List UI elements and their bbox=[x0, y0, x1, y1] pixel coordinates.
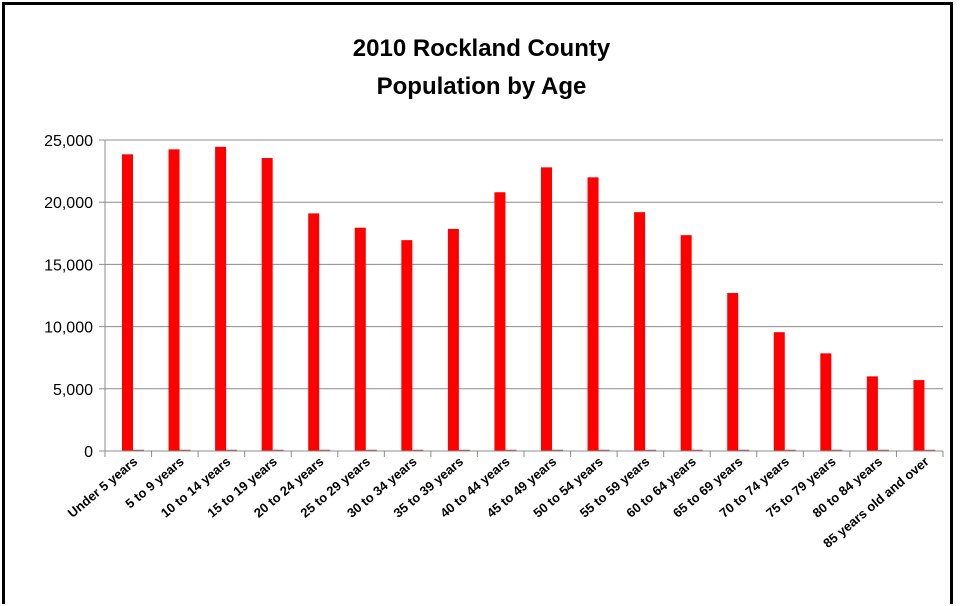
bar bbox=[272, 449, 284, 451]
bar bbox=[365, 449, 377, 451]
chart-title-line-1: 2010 Rockland County bbox=[352, 35, 611, 62]
bar bbox=[738, 449, 750, 451]
bar bbox=[727, 293, 739, 451]
bar bbox=[877, 449, 889, 451]
bar bbox=[133, 449, 144, 451]
bar bbox=[552, 449, 563, 451]
bar bbox=[866, 376, 878, 451]
bar bbox=[598, 449, 610, 451]
bar bbox=[319, 449, 331, 451]
bar bbox=[179, 449, 191, 451]
bar bbox=[354, 227, 366, 451]
bar bbox=[226, 449, 238, 451]
bar bbox=[691, 449, 703, 451]
y-tick-label: 5,000 bbox=[53, 382, 93, 399]
bar bbox=[401, 240, 413, 451]
chart-title: 2010 Rockland County Population by Age bbox=[0, 30, 963, 106]
bar bbox=[773, 332, 785, 451]
bar bbox=[447, 228, 459, 451]
bar bbox=[831, 449, 843, 451]
y-tick-label: 20,000 bbox=[44, 195, 93, 212]
bar bbox=[680, 235, 692, 451]
y-tick-label: 25,000 bbox=[44, 133, 93, 150]
bar bbox=[168, 149, 180, 451]
chart-title-line-2: Population by Age bbox=[376, 73, 587, 100]
bar bbox=[308, 213, 320, 451]
bar bbox=[541, 167, 552, 452]
bar bbox=[505, 449, 517, 451]
bar bbox=[122, 154, 133, 451]
x-tick-label: Under 5 years bbox=[65, 454, 141, 521]
bar bbox=[412, 449, 424, 451]
bar bbox=[634, 212, 646, 451]
y-tick-label: 10,000 bbox=[44, 320, 93, 337]
bar bbox=[913, 380, 925, 451]
bar bbox=[924, 449, 936, 451]
bar bbox=[587, 177, 599, 451]
y-tick-label: 0 bbox=[84, 444, 93, 461]
bar bbox=[784, 449, 796, 451]
bar bbox=[645, 449, 657, 451]
bar bbox=[215, 146, 227, 452]
bar bbox=[494, 192, 506, 452]
bar bbox=[261, 158, 273, 451]
bar bbox=[458, 449, 470, 451]
bar bbox=[820, 353, 832, 451]
y-tick-label: 15,000 bbox=[44, 257, 93, 274]
